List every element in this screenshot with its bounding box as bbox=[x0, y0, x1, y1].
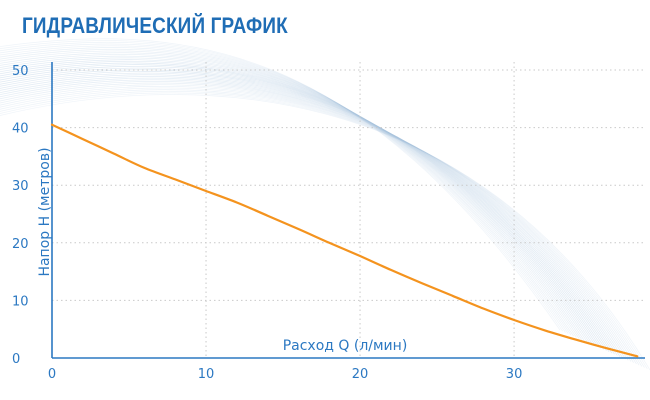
x-tick-label: 0 bbox=[48, 367, 56, 382]
y-tick-label: 50 bbox=[12, 64, 29, 79]
swoosh-line bbox=[0, 43, 569, 334]
swoosh-line bbox=[0, 38, 561, 331]
swoosh-line bbox=[0, 65, 604, 350]
swoosh-line bbox=[0, 87, 640, 366]
swoosh-line bbox=[0, 90, 645, 368]
swoosh-line bbox=[0, 64, 602, 349]
swoosh-line bbox=[0, 69, 610, 352]
swoosh-line bbox=[0, 54, 585, 342]
swoosh-line bbox=[0, 89, 643, 367]
swoosh-line bbox=[0, 84, 634, 363]
x-tick-label: 10 bbox=[198, 367, 215, 382]
x-axis-label: Расход Q (л/мин) bbox=[283, 338, 408, 354]
swoosh-line bbox=[0, 50, 580, 339]
swoosh-line bbox=[0, 94, 650, 371]
x-tick-label: 20 bbox=[352, 367, 369, 382]
swoosh-line bbox=[0, 85, 637, 365]
swoosh-line bbox=[0, 92, 648, 369]
swoosh-line bbox=[0, 82, 632, 362]
x-axis-ticks: 0 10 20 30 bbox=[48, 367, 522, 382]
swoosh-line bbox=[0, 67, 607, 351]
y-tick-label: 40 bbox=[12, 122, 29, 137]
swoosh-line bbox=[0, 45, 572, 335]
swoosh-line bbox=[0, 55, 588, 343]
y-axis-ticks: 0 10 20 30 40 50 bbox=[12, 64, 29, 367]
swoosh-line bbox=[0, 59, 593, 345]
y-tick-label: 10 bbox=[12, 294, 29, 309]
chart-axes bbox=[51, 62, 645, 359]
swoosh-line bbox=[0, 81, 629, 361]
y-tick-label: 0 bbox=[12, 352, 20, 367]
swoosh-line bbox=[0, 77, 623, 359]
x-tick-label: 30 bbox=[506, 367, 523, 382]
y-tick-label: 30 bbox=[12, 179, 29, 194]
swoosh-line bbox=[0, 47, 574, 337]
swoosh-line bbox=[0, 72, 615, 355]
swoosh-line bbox=[0, 76, 621, 357]
swoosh-line bbox=[0, 48, 577, 338]
y-axis-label: Напор H (метров) bbox=[37, 147, 53, 276]
background-swoosh-decoration bbox=[0, 38, 650, 371]
swoosh-line bbox=[0, 79, 626, 360]
chart-title: ГИДРАВЛИЧЕСКИЙ ГРАФИК bbox=[22, 13, 288, 38]
swoosh-line bbox=[0, 41, 566, 333]
swoosh-line bbox=[0, 40, 563, 332]
swoosh-line bbox=[0, 60, 596, 346]
chart-series bbox=[50, 123, 639, 358]
series-line bbox=[50, 123, 639, 358]
y-tick-label: 20 bbox=[12, 237, 29, 252]
swoosh-line bbox=[0, 57, 591, 344]
swoosh-line bbox=[0, 74, 618, 356]
swoosh-line bbox=[0, 52, 583, 340]
swoosh-line bbox=[0, 71, 613, 354]
